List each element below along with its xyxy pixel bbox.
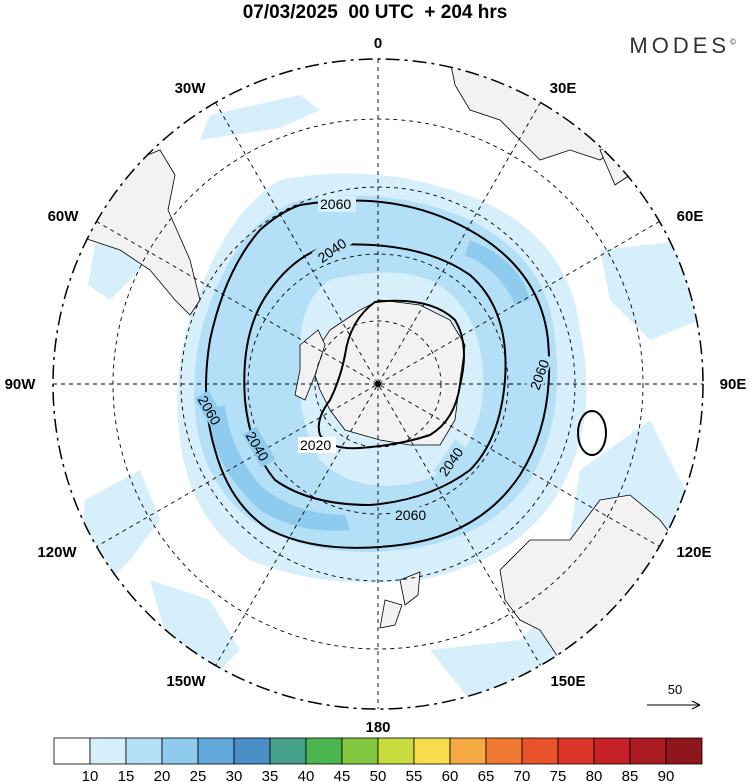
land-masses	[59, 59, 701, 701]
colorbar-tick-label: 10	[82, 768, 99, 782]
colorbar-box	[485, 737, 523, 765]
colorbar-box	[665, 737, 703, 765]
colorbar-box	[89, 737, 127, 765]
colorbar-box	[629, 737, 667, 765]
colorbar-boxes	[53, 737, 703, 765]
lon-label-30w: 30W	[175, 80, 207, 97]
contour-2040	[243, 243, 507, 507]
map-disk-content	[59, 59, 701, 701]
colorbar-box	[269, 737, 307, 765]
colorbar-box	[53, 737, 91, 765]
height-contours	[205, 199, 551, 549]
colorbar-tick-label: 65	[478, 768, 495, 782]
colorbar-box	[197, 737, 235, 765]
colorbar-tick-label: 40	[298, 768, 315, 782]
lon-label-60w: 60W	[48, 208, 80, 225]
longitude-labels: 0 30E 60E 90E 120E 150E 180 150W 120W 90…	[5, 35, 747, 736]
colorbar-tick-label: 85	[622, 768, 639, 782]
lon-label-30e: 30E	[550, 80, 577, 97]
lon-label-60e: 60E	[677, 208, 704, 225]
colorbar: 10 15 20 25 30 35 40 45 50 55 60 65 70 75 80 85 90	[53, 737, 703, 782]
colorbar-box	[413, 737, 451, 765]
contour-2020	[317, 299, 465, 450]
colorbar-box	[125, 737, 163, 765]
colorbar-tick-label: 80	[586, 768, 603, 782]
colorbar-tick-label: 30	[226, 768, 243, 782]
colorbar-tick-label: 60	[442, 768, 459, 782]
colorbar-ticks: 10 15 20 25 30 35 40 45 50 55 60 65 70 75 80 85 90	[82, 768, 675, 782]
contour-2060	[205, 199, 551, 549]
colorbar-tick-label: 35	[262, 768, 279, 782]
lon-label-120e: 120E	[676, 544, 711, 561]
contour-label-group: 2060 2040 2020 2040 2060 2060 2060 2040	[194, 196, 554, 523]
land-new-zealand-south	[379, 599, 403, 629]
colorbar-tick-label: 45	[334, 768, 351, 782]
lon-label-90w: 90W	[5, 376, 37, 393]
contour-closed-low	[577, 410, 607, 456]
lon-label-150w: 150W	[166, 673, 206, 690]
contour-label: 2060	[395, 507, 426, 523]
colorbar-box	[233, 737, 271, 765]
colorbar-box	[521, 737, 559, 765]
colorbar-box	[305, 737, 343, 765]
contour-label: 2060	[320, 196, 351, 212]
land-madagascar	[599, 144, 631, 186]
lon-label-150e: 150E	[550, 673, 585, 690]
lon-label-120w: 120W	[37, 544, 77, 561]
contour-label: 2020	[300, 437, 331, 453]
colorbar-box	[557, 737, 595, 765]
land-new-zealand-north	[399, 571, 421, 606]
reference-vector: 50	[647, 682, 701, 710]
lon-label-90e: 90E	[720, 376, 747, 393]
colorbar-box	[341, 737, 379, 765]
colorbar-tick-label: 25	[190, 768, 207, 782]
south-pole-marker	[375, 381, 381, 387]
land-antarctic-peninsula	[294, 329, 326, 401]
colorbar-tick-label: 90	[658, 768, 675, 782]
colorbar-box	[593, 737, 631, 765]
colorbar-tick-label: 75	[550, 768, 567, 782]
lon-label-0: 0	[374, 35, 382, 52]
colorbar-tick-label: 55	[406, 768, 423, 782]
brand-logo: MODES©	[629, 33, 736, 59]
colorbar-tick-label: 20	[154, 768, 171, 782]
colorbar-box	[377, 737, 415, 765]
brand-text: MODES	[629, 33, 731, 58]
colorbar-box	[161, 737, 199, 765]
wind-shading-band	[194, 195, 558, 552]
colorbar-tick-label: 70	[514, 768, 531, 782]
colorbar-tick-label: 15	[118, 768, 135, 782]
colorbar-box	[449, 737, 487, 765]
reference-vector-label: 50	[668, 682, 682, 697]
lon-label-180: 180	[365, 719, 390, 736]
colorbar-tick-label: 50	[370, 768, 387, 782]
map-title: 07/03/2025 00 UTC + 204 hrs	[242, 2, 508, 23]
brand-copyright: ©	[730, 37, 736, 47]
